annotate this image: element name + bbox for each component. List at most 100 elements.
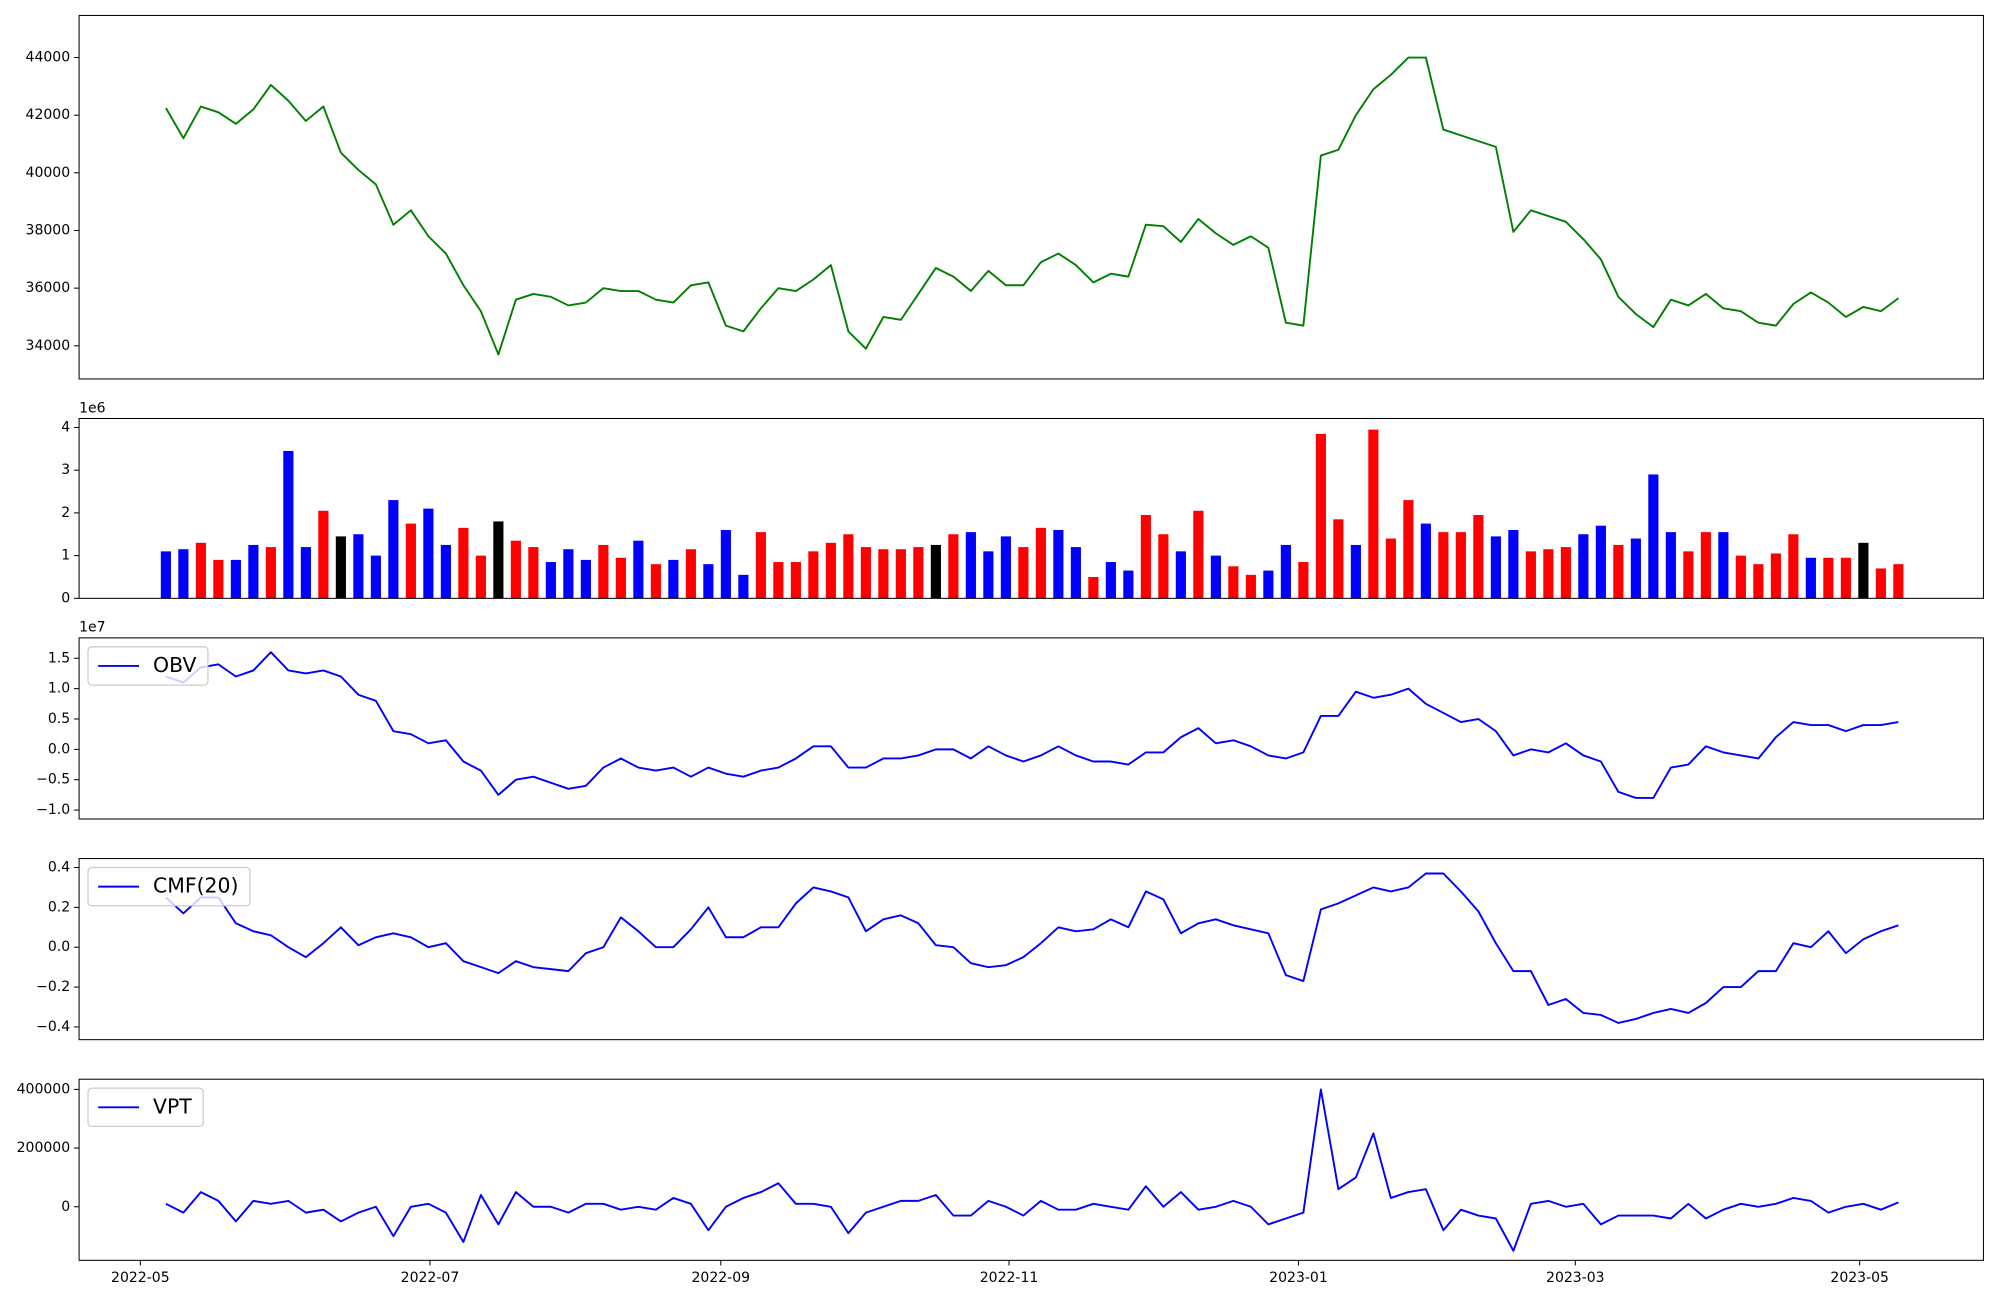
volume-bar: [300, 547, 311, 599]
volume-bar: [1595, 525, 1606, 599]
volume-bar: [353, 534, 364, 599]
volume-bar: [1630, 538, 1641, 599]
volume-bar: [1070, 547, 1081, 599]
x-tick-label: 2022-05: [111, 1270, 170, 1286]
volume-bar: [1578, 534, 1589, 599]
x-tick-label: 2022-11: [980, 1270, 1039, 1286]
y-tick-label: 0.0: [48, 741, 70, 757]
volume-bar: [1333, 519, 1344, 599]
y-tick-label: 4: [61, 419, 70, 435]
legend-box: [87, 1087, 204, 1128]
volume-bar: [1438, 532, 1449, 599]
y-tick-label: 0.4: [48, 860, 70, 876]
volume-bar: [1228, 566, 1239, 599]
y-tick-label: 42000: [26, 107, 71, 123]
y-tick-label: 1: [61, 548, 70, 564]
volume-bar: [230, 559, 241, 599]
panel: 0 1 2 3 4 1e6: [61, 400, 1984, 606]
volume-bar: [1508, 529, 1519, 599]
volume-bar: [1018, 547, 1029, 599]
volume-bar: [388, 500, 399, 599]
volume-bar: [563, 549, 574, 599]
panel: 34000 36000 38000 40000 42000 44000: [26, 14, 1984, 380]
volume-bar: [1875, 568, 1886, 599]
legend: OBV: [87, 646, 209, 686]
x-tick-label: 2023-05: [1830, 1270, 1889, 1286]
volume-bar: [1298, 562, 1309, 599]
volume-bar: [1368, 429, 1379, 599]
y-tick-label: 38000: [26, 222, 71, 238]
volume-bar: [1455, 532, 1466, 599]
x-tick-label: 2022-09: [692, 1270, 751, 1286]
volume-bar: [335, 536, 346, 599]
volume-bar: [808, 551, 819, 599]
volume-bar: [878, 549, 889, 599]
volume-bar: [405, 523, 416, 599]
panel: 0 200000 400000 2022-05 2022-07 2022-09 2022-1…: [17, 1078, 1984, 1286]
volume-bar: [1035, 527, 1046, 599]
volume-bar: [1560, 547, 1571, 599]
y-tick-label: −0.4: [36, 1019, 70, 1035]
volume-bar: [1420, 523, 1431, 599]
volume-bar: [1840, 557, 1851, 599]
volume-bar: [913, 547, 924, 599]
volume-bar: [650, 564, 661, 599]
volume-bar: [370, 555, 381, 599]
volume-bar: [580, 559, 591, 599]
legend: CMF(20): [87, 866, 251, 907]
volume-bar: [1193, 510, 1204, 599]
volume-bar: [1473, 515, 1484, 599]
volume-bar: [703, 564, 714, 599]
volume-bar: [493, 521, 504, 599]
volume-bar: [283, 450, 294, 599]
legend-label: VPT: [153, 1094, 192, 1118]
volume-bar: [1263, 570, 1274, 599]
y-tick-label: 44000: [26, 50, 71, 66]
y-tick-label: −0.2: [36, 979, 70, 995]
volume-bar: [1140, 515, 1151, 599]
volume-bar: [1788, 534, 1799, 599]
volume-bar: [598, 544, 609, 599]
volume-bar: [1123, 570, 1134, 599]
volume-bar: [983, 551, 994, 599]
volume-bar: [1858, 542, 1869, 599]
legend-label: CMF(20): [153, 874, 238, 898]
axes-frame: [78, 417, 1984, 599]
volume-bar: [825, 542, 836, 599]
volume-bar: [948, 534, 959, 599]
y-tick-label: −0.5: [36, 772, 70, 788]
volume-bar: [965, 532, 976, 599]
volume-bar: [213, 559, 224, 599]
volume-bar: [265, 547, 276, 599]
volume-bar: [1105, 562, 1116, 599]
y-tick-label: 0: [61, 590, 70, 606]
volume-bar: [1893, 564, 1904, 599]
volume-bar: [1665, 532, 1676, 599]
series-line: [165, 872, 1899, 1024]
volume-bar: [1683, 551, 1694, 599]
y-tick-label: 34000: [26, 338, 71, 354]
volume-bar: [1543, 549, 1554, 599]
volume-bar: [685, 549, 696, 599]
volume-bar: [423, 508, 434, 599]
volume-bar: [1805, 557, 1816, 599]
legend-box: [87, 646, 209, 686]
volume-bar: [248, 544, 259, 599]
volume-bar: [1490, 536, 1501, 599]
volume-bar: [1403, 500, 1414, 599]
x-tick-label: 2023-03: [1546, 1270, 1605, 1286]
axes-frame: [78, 858, 1984, 1041]
volume-bar: [860, 547, 871, 599]
volume-bar: [475, 555, 486, 599]
volume-bar: [790, 562, 801, 599]
volume-bar: [615, 557, 626, 599]
volume-bar: [1735, 555, 1746, 599]
y-tick-label: 2: [61, 505, 70, 521]
offset-text: 1e6: [79, 400, 106, 416]
volume-bar: [633, 540, 644, 599]
volume-bar: [1648, 474, 1659, 599]
y-tick-label: 400000: [17, 1081, 71, 1097]
volume-bar: [510, 540, 521, 599]
legend-label: OBV: [153, 653, 196, 677]
